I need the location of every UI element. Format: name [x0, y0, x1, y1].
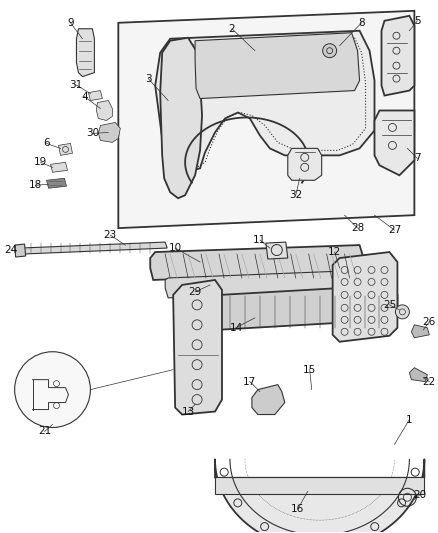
Text: 20: 20 — [413, 490, 426, 500]
Polygon shape — [88, 91, 102, 101]
Text: 8: 8 — [358, 18, 365, 28]
Text: 4: 4 — [81, 92, 88, 102]
Text: 26: 26 — [423, 317, 436, 327]
Text: 24: 24 — [4, 245, 17, 255]
Polygon shape — [50, 163, 67, 172]
Text: 2: 2 — [229, 24, 235, 34]
Text: 11: 11 — [253, 235, 266, 245]
Text: 3: 3 — [145, 74, 152, 84]
Text: 23: 23 — [104, 230, 117, 240]
Text: 28: 28 — [351, 223, 364, 233]
Text: 13: 13 — [181, 407, 195, 416]
Polygon shape — [410, 368, 427, 382]
Polygon shape — [46, 178, 67, 188]
Polygon shape — [160, 38, 202, 198]
Polygon shape — [21, 242, 167, 254]
Text: 17: 17 — [243, 377, 257, 386]
Text: 27: 27 — [388, 225, 401, 235]
Text: 15: 15 — [303, 365, 316, 375]
Polygon shape — [215, 478, 424, 494]
Text: 12: 12 — [328, 247, 341, 257]
Circle shape — [14, 352, 90, 427]
Text: 10: 10 — [169, 243, 182, 253]
Text: 9: 9 — [67, 18, 74, 28]
Polygon shape — [215, 459, 424, 533]
Text: 29: 29 — [188, 287, 202, 297]
Text: 16: 16 — [291, 504, 304, 514]
Polygon shape — [99, 123, 120, 142]
Polygon shape — [173, 280, 222, 415]
Text: 30: 30 — [86, 128, 99, 139]
Polygon shape — [195, 33, 360, 99]
Polygon shape — [381, 16, 414, 95]
Polygon shape — [59, 143, 72, 155]
Polygon shape — [165, 270, 371, 298]
Polygon shape — [96, 101, 112, 120]
Polygon shape — [288, 148, 321, 180]
Circle shape — [323, 44, 337, 58]
Polygon shape — [118, 11, 414, 228]
Circle shape — [396, 305, 410, 319]
Text: 1: 1 — [406, 415, 413, 424]
Polygon shape — [155, 31, 374, 172]
Polygon shape — [215, 285, 397, 330]
Polygon shape — [252, 385, 285, 415]
Text: 7: 7 — [414, 154, 420, 163]
Text: 18: 18 — [29, 180, 42, 190]
Text: 6: 6 — [43, 139, 50, 148]
Text: 25: 25 — [383, 300, 396, 310]
Polygon shape — [150, 245, 364, 280]
Polygon shape — [374, 110, 414, 175]
Polygon shape — [411, 325, 429, 338]
Polygon shape — [14, 244, 25, 257]
Text: 21: 21 — [38, 426, 51, 437]
Text: 22: 22 — [423, 377, 436, 386]
Text: 14: 14 — [230, 323, 243, 333]
Text: 19: 19 — [34, 157, 47, 167]
Polygon shape — [77, 29, 95, 77]
Polygon shape — [266, 242, 288, 259]
Text: 5: 5 — [414, 16, 420, 26]
Text: 32: 32 — [289, 190, 302, 200]
Polygon shape — [332, 252, 397, 342]
Text: 31: 31 — [69, 79, 82, 90]
